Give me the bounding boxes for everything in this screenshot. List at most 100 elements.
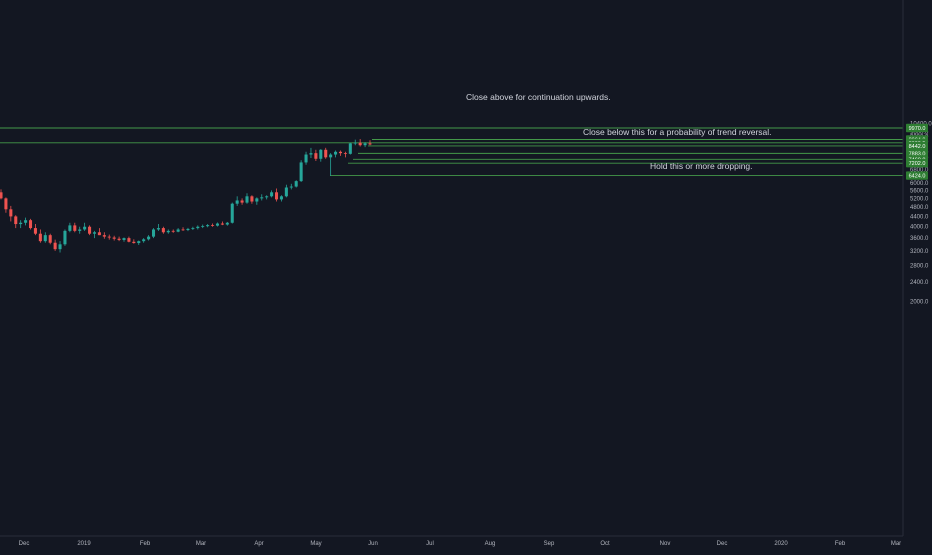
level-label-bg-0 — [906, 123, 928, 133]
x-tick-label: Dec — [717, 541, 728, 547]
level-label-bg-6 — [906, 158, 928, 168]
candle — [0, 189, 3, 200]
x-tick-label: Jun — [368, 541, 378, 547]
candle — [225, 221, 229, 226]
x-tick-label: Aug — [485, 541, 496, 547]
level-label-6: 7202.0 — [909, 161, 926, 167]
candle — [137, 240, 141, 245]
annotation-1: Close below this for a probability of tr… — [583, 127, 772, 137]
candle — [284, 184, 288, 198]
y-tick-label: 4800.0 — [910, 205, 929, 211]
y-tick-label: 5600.0 — [910, 188, 929, 194]
candle — [220, 221, 224, 226]
x-tick-label: Sep — [544, 541, 555, 547]
candle — [166, 229, 170, 234]
x-tick-label: Dec — [19, 541, 30, 547]
level-labels: 9970.08964.08690.58442.07883.07460.07202… — [906, 123, 928, 180]
candle — [28, 218, 33, 230]
candle — [112, 235, 116, 241]
candle — [102, 232, 106, 239]
annotation-0: Close above for continuation upwards. — [466, 92, 611, 102]
candle — [73, 222, 77, 233]
candle — [329, 153, 333, 176]
candle — [97, 228, 101, 236]
level-lines — [0, 127, 903, 176]
candle — [156, 224, 160, 231]
candle — [230, 202, 234, 224]
y-tick-label: 2000.0 — [910, 300, 929, 306]
candle — [324, 147, 328, 159]
candle — [235, 196, 239, 206]
candle — [206, 224, 210, 228]
candle — [304, 151, 308, 165]
y-tick-label: 6800.0 — [910, 167, 929, 173]
x-tick-label: Jul — [426, 541, 434, 547]
candle — [279, 195, 283, 202]
y-tick-label: 6000.0 — [910, 181, 929, 187]
x-tick-label: Mar — [891, 541, 901, 547]
candle — [4, 197, 8, 213]
candle — [24, 217, 28, 226]
candle — [68, 222, 72, 233]
candle — [260, 194, 264, 201]
candle — [348, 142, 352, 155]
candle — [117, 236, 121, 242]
candle — [14, 215, 18, 229]
candle — [181, 227, 185, 231]
candle — [88, 225, 92, 236]
candle — [343, 151, 347, 158]
candle — [92, 230, 97, 239]
x-tick-label: 2019 — [77, 541, 91, 547]
candle — [19, 220, 23, 229]
x-tick-label: 2020 — [774, 541, 788, 547]
candle — [319, 149, 323, 162]
candle — [211, 223, 215, 227]
x-tick-label: May — [310, 541, 321, 547]
candle — [358, 139, 362, 147]
y-tick-label: 9600.0 — [910, 130, 929, 136]
candle — [191, 226, 195, 231]
candle — [127, 236, 131, 243]
candle — [201, 224, 205, 229]
candle — [151, 228, 156, 239]
x-tick-label: Feb — [835, 541, 846, 547]
candle — [43, 232, 47, 243]
candle — [186, 227, 190, 232]
level-label-4: 7883.0 — [909, 151, 926, 157]
level-label-3: 8442.0 — [909, 144, 926, 150]
candle — [171, 229, 175, 233]
x-tick-label: Feb — [140, 541, 151, 547]
candle — [33, 224, 37, 236]
candle — [53, 239, 57, 251]
candle — [107, 234, 111, 240]
y-tick-label: 5200.0 — [910, 196, 929, 202]
y-tick-label: 2400.0 — [910, 280, 929, 286]
annotations: Close above for continuation upwards. Clo… — [466, 92, 772, 171]
candle — [63, 229, 67, 246]
candle — [338, 150, 343, 156]
annotation-2: Hold this or more dropping. — [650, 161, 753, 171]
candle — [255, 197, 259, 205]
candle — [58, 241, 62, 253]
candle — [142, 238, 146, 243]
level-label-bg-3 — [906, 141, 928, 151]
candle — [368, 140, 372, 146]
candle — [334, 150, 338, 158]
x-tick-label: Apr — [254, 541, 263, 547]
candle — [161, 226, 165, 234]
candles — [0, 139, 372, 253]
level-label-bg-7 — [906, 171, 928, 180]
candle — [274, 188, 279, 202]
candle — [122, 237, 126, 242]
candle — [240, 198, 244, 205]
candle — [132, 239, 136, 244]
candle — [83, 222, 87, 231]
candle — [309, 147, 313, 159]
candle — [215, 222, 220, 227]
candle — [78, 226, 82, 234]
candle — [9, 205, 13, 222]
candle — [289, 183, 293, 190]
